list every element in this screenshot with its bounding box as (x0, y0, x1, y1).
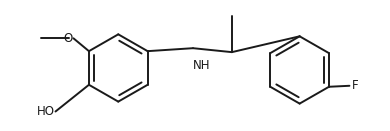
Text: F: F (351, 79, 358, 92)
Text: NH: NH (193, 59, 211, 72)
Text: HO: HO (37, 105, 55, 118)
Text: O: O (63, 32, 73, 45)
